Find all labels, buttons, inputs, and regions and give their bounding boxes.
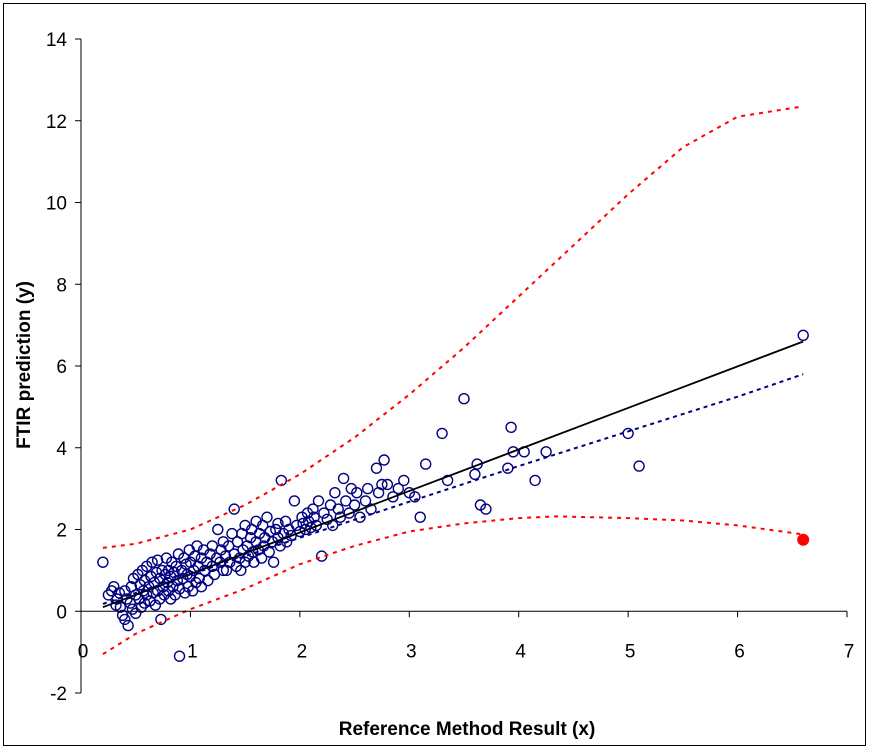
- highlighted-point: [797, 533, 810, 546]
- data-point: [359, 495, 372, 507]
- x-tick-label: 5: [625, 641, 636, 662]
- x-axis-title: Reference Method Result (x): [339, 719, 596, 740]
- data-point: [239, 556, 251, 568]
- data-point: [529, 474, 541, 487]
- y-tick-label: 14: [46, 30, 68, 51]
- data-point: [217, 564, 230, 577]
- data-point: [797, 329, 809, 341]
- data-point: [370, 462, 383, 474]
- x-tick-label: 4: [515, 641, 526, 662]
- data-point: [387, 491, 399, 503]
- data-point: [272, 517, 284, 530]
- y-tick-label: 8: [56, 275, 67, 296]
- x-tick-label: 3: [406, 641, 417, 662]
- axes: [75, 38, 848, 694]
- data-point: [480, 503, 492, 515]
- data-point: [622, 427, 634, 440]
- data-point: [392, 482, 404, 495]
- y-tick-label: 0: [56, 602, 67, 623]
- data-point: [114, 601, 127, 613]
- y-tick-label: -2: [50, 684, 67, 705]
- data-point: [332, 503, 344, 515]
- x-tick-label: 6: [734, 641, 745, 662]
- data-point: [119, 613, 131, 626]
- data-point: [173, 650, 186, 662]
- x-tick-label: 0: [78, 641, 89, 662]
- data-point: [183, 544, 196, 556]
- y-tick-label: 6: [56, 357, 67, 378]
- data-point: [308, 511, 320, 523]
- data-point: [348, 499, 361, 511]
- data-point: [305, 521, 317, 534]
- data-point: [138, 597, 151, 609]
- data-point: [502, 462, 514, 474]
- data-point: [378, 454, 390, 466]
- data-point: [381, 478, 394, 491]
- data-point: [633, 460, 645, 472]
- data-point: [318, 507, 330, 519]
- lower-prediction-bound: [102, 515, 804, 656]
- data-point: [212, 523, 224, 536]
- data-point: [469, 468, 481, 480]
- y-tick-label: 10: [46, 194, 67, 215]
- x-tick-label: 7: [844, 641, 855, 662]
- data-point: [255, 552, 268, 564]
- y-axis-title: FTIR prediction (y): [14, 281, 35, 449]
- data-point: [310, 519, 322, 532]
- data-point: [458, 393, 470, 405]
- data-point: [312, 495, 325, 507]
- data-point: [329, 487, 341, 499]
- data-point: [179, 587, 191, 599]
- data-point: [362, 482, 374, 495]
- upper-prediction-bound: [102, 105, 804, 549]
- data-point: [307, 503, 319, 515]
- x-tick-label: 1: [187, 641, 198, 662]
- data-point: [264, 525, 276, 538]
- regression-line-dashed: [102, 373, 804, 605]
- data-point: [409, 491, 421, 503]
- data-point: [146, 556, 158, 568]
- data-point: [324, 499, 337, 511]
- chart-frame: [3, 3, 866, 746]
- data-point: [191, 540, 203, 552]
- data-point: [414, 511, 426, 523]
- data-point: [263, 546, 275, 558]
- data-point: [288, 495, 301, 507]
- data-point: [436, 427, 448, 440]
- data-point: [97, 556, 109, 568]
- regression-line-solid: [102, 340, 804, 609]
- data-point: [354, 511, 366, 523]
- data-point: [376, 478, 388, 491]
- data-point: [420, 458, 432, 470]
- data-point: [261, 511, 273, 523]
- y-tick-label: 2: [56, 521, 67, 542]
- data-point: [343, 507, 355, 519]
- data-point: [193, 572, 205, 585]
- data-point: [195, 581, 208, 593]
- data-point: [351, 487, 363, 499]
- data-point: [202, 574, 214, 587]
- plot-area: [97, 105, 810, 662]
- data-point: [337, 472, 350, 485]
- data-point: [398, 474, 410, 487]
- y-tick-label: 12: [46, 112, 67, 133]
- data-point: [540, 446, 552, 458]
- data-point: [122, 619, 134, 632]
- data-point: [267, 556, 280, 568]
- data-point: [441, 474, 454, 487]
- y-tick-label: 4: [56, 439, 67, 460]
- data-point: [507, 446, 519, 458]
- data-point: [228, 503, 240, 515]
- data-point: [505, 421, 517, 433]
- x-tick-label: 2: [297, 641, 308, 662]
